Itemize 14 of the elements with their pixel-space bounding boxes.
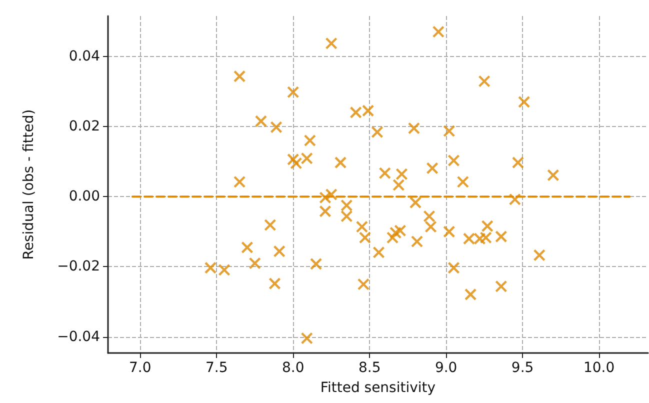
y-tick-label: −0.02 [57,258,100,275]
y-tick-label: 0.02 [68,118,100,134]
x-tick-label: 8.0 [282,360,304,376]
x-tick-label: 10.0 [583,360,615,376]
x-tick-label: 9.0 [434,360,458,376]
x-tick-label: 7.0 [128,360,152,376]
x-axis-title: Fitted sensitivity [320,380,436,396]
x-tick-label: 8.5 [358,360,381,376]
y-tick-label: 0.00 [68,188,100,205]
x-tick-label: 9.5 [511,360,534,376]
y-tick-label: −0.04 [57,328,100,345]
x-tick-label: 7.5 [205,360,228,376]
y-axis-title: Residual (obs - fitted) [21,109,37,260]
y-tick-label: 0.04 [68,48,100,64]
